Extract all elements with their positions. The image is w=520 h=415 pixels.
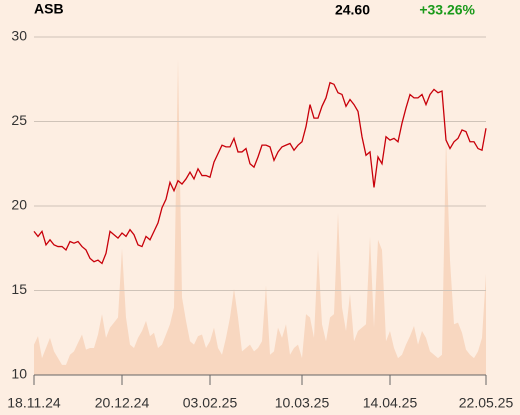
- y-tick-label: 25: [11, 112, 27, 128]
- y-tick-label: 30: [11, 28, 27, 44]
- change-percent: +33.26%: [419, 2, 475, 18]
- y-tick-label: 10: [11, 366, 27, 382]
- y-tick-label: 20: [11, 197, 27, 213]
- x-tick-label: 03.02.25: [183, 395, 238, 411]
- volume-area: [34, 58, 486, 375]
- x-tick-label: 18.11.24: [7, 395, 61, 411]
- x-tick-label: 10.03.25: [275, 395, 330, 411]
- y-tick-label: 15: [11, 281, 27, 297]
- chart-title: ASB: [34, 1, 64, 17]
- x-tick-label: 20.12.24: [95, 395, 150, 411]
- last-price: 24.60: [335, 2, 370, 18]
- x-tick-label: 22.05.25: [459, 395, 514, 411]
- x-tick-label: 14.04.25: [363, 395, 418, 411]
- price-line: [33, 81, 487, 265]
